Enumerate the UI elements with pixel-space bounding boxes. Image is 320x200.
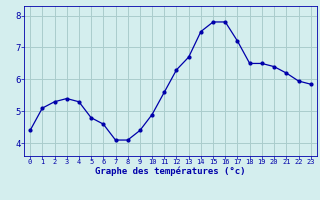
X-axis label: Graphe des températures (°c): Graphe des températures (°c) [95, 167, 246, 176]
